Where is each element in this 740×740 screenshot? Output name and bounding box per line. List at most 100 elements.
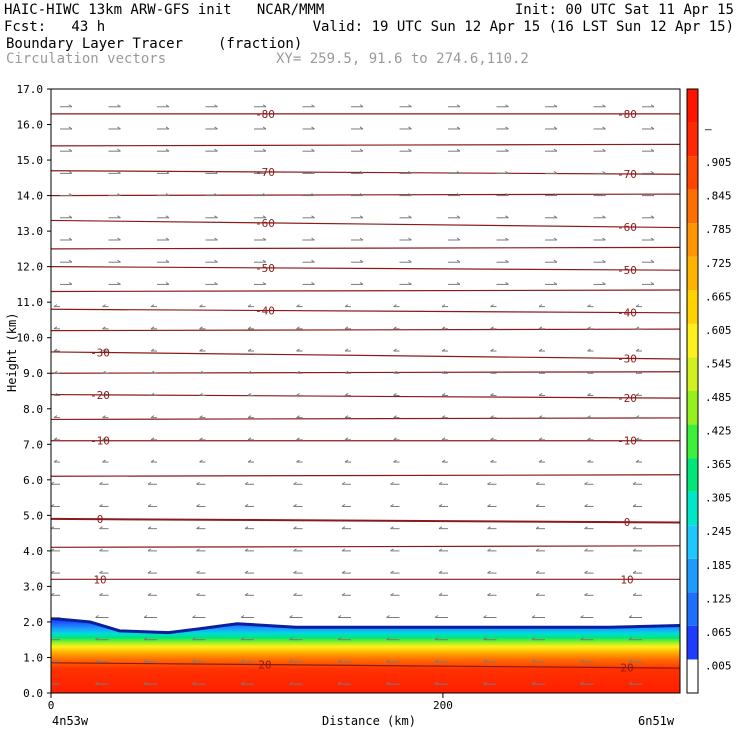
vector-arrow-head: [650, 148, 655, 152]
vector-arrow-head: [95, 659, 99, 663]
colorbar-swatch: [687, 357, 698, 391]
vector-arrow-head: [344, 348, 349, 352]
vector-arrow-head: [487, 548, 491, 552]
vector-arrow-head: [390, 481, 394, 485]
vector-arrow-head: [487, 481, 491, 485]
vector-arrow-head: [102, 370, 106, 374]
vector-arrow-head: [199, 459, 203, 463]
vector-arrow-head: [602, 281, 606, 285]
vector-arrow-head: [359, 148, 364, 152]
y-tick-label: 10.0: [17, 332, 44, 345]
vector-arrow-head: [68, 148, 73, 152]
isotherm-line: [51, 417, 680, 421]
vector-arrow-head: [344, 415, 349, 419]
vector-arrow-head: [393, 459, 397, 463]
vector-arrow-head: [650, 237, 655, 241]
y-tick-label: 7.0: [23, 438, 43, 451]
vector-arrow-head: [390, 504, 394, 507]
vector-arrow-head: [580, 615, 584, 618]
vector-arrow-head: [650, 215, 655, 219]
vector-arrow-head: [490, 304, 494, 308]
vector-arrow-head: [635, 370, 640, 374]
vector-arrow-head: [341, 592, 346, 596]
vector-arrow-head: [535, 592, 540, 596]
vector-arrow-head: [214, 193, 218, 197]
vector-arrow-head: [337, 659, 342, 663]
vector-arrow-head: [102, 348, 106, 352]
vector-arrow-head: [584, 548, 588, 552]
vector-arrow-head: [117, 259, 121, 263]
vector-arrow-head: [632, 570, 637, 574]
vector-arrow-head: [147, 481, 152, 485]
vector-arrow-head: [602, 237, 606, 241]
colorbar-frame: [686, 88, 699, 694]
vector-arrow-head: [47, 638, 50, 640]
vector-arrow-head: [490, 326, 494, 330]
vector-arrow-head: [289, 681, 293, 685]
vector-arrow-head: [553, 215, 558, 219]
vector-arrow-head: [293, 526, 297, 530]
tracer-region: [51, 618, 680, 693]
vector-arrow-head: [240, 637, 245, 641]
vector-arrow-head: [580, 659, 584, 663]
vector-arrow-head: [68, 104, 73, 108]
isotherm-label: 20: [258, 659, 271, 672]
vector-arrow-head: [102, 393, 106, 396]
isotherm-label: -40: [255, 304, 275, 317]
vector-arrow-head: [99, 481, 103, 485]
plot-frame: [50, 88, 681, 694]
vector-arrow-head: [311, 259, 315, 263]
vector-arrow-head: [262, 170, 267, 174]
vector-arrow-head: [341, 481, 346, 485]
vector-arrow-head: [262, 193, 267, 197]
vector-arrow-head: [214, 237, 218, 241]
vector-arrow-head: [244, 592, 249, 596]
vector-arrow-head: [438, 570, 443, 574]
vector-arrow-head: [150, 459, 155, 463]
vector-arrow-head: [635, 437, 640, 441]
vector-arrow-head: [68, 193, 73, 197]
vector-arrow-head: [150, 348, 155, 352]
vector-arrow-head: [483, 637, 487, 641]
vector-arrow-head: [487, 526, 491, 530]
vector-arrow-head: [214, 281, 218, 285]
vector-arrow-head: [47, 660, 50, 662]
vector-arrow-head: [262, 148, 267, 152]
vector-arrow-head: [311, 148, 315, 152]
y-tick-label: 2.0: [23, 616, 43, 629]
vector-arrow-head: [150, 393, 155, 396]
vector-arrow-head: [505, 193, 509, 197]
vector-arrow-head: [311, 170, 315, 174]
isotherm-label: -30: [90, 346, 110, 359]
vector-arrow-head: [483, 659, 487, 663]
vector-arrow-head: [602, 104, 606, 108]
isotherm-label: -40: [617, 307, 637, 320]
colorbar-label: .245: [705, 525, 732, 538]
vector-arrow-head: [150, 415, 155, 419]
isotherm-label: 10: [93, 573, 106, 586]
vector-arrow-head: [390, 548, 394, 552]
y-tick-label: 9.0: [23, 367, 43, 380]
vector-arrow-head: [247, 348, 252, 352]
vector-arrow-head: [296, 415, 300, 419]
vector-arrow-head: [117, 170, 121, 174]
vector-arrow-head: [117, 215, 121, 219]
vector-arrow-head: [296, 370, 300, 374]
vector-arrow-head: [535, 548, 540, 552]
vector-arrow-head: [341, 504, 346, 507]
colorbar: .005 .065 .125 .185 .245 .305 .365 .425 .485 .545…: [686, 88, 732, 694]
vector-arrow-head: [117, 193, 121, 197]
vector-arrow-head: [341, 526, 346, 530]
vector-arrow-head: [434, 615, 439, 618]
vector-arrow-head: [150, 370, 155, 374]
colorbar-label: .125: [705, 592, 732, 605]
vector-arrow-head: [68, 215, 73, 219]
vector-arrow-head: [296, 304, 300, 308]
colorbar-swatch: [687, 89, 698, 123]
vector-arrow-head: [199, 437, 203, 441]
vector-arrow-head: [117, 148, 121, 152]
vector-arrow-head: [456, 193, 461, 197]
isotherm-line: [51, 193, 680, 197]
vector-arrow-head: [262, 259, 267, 263]
